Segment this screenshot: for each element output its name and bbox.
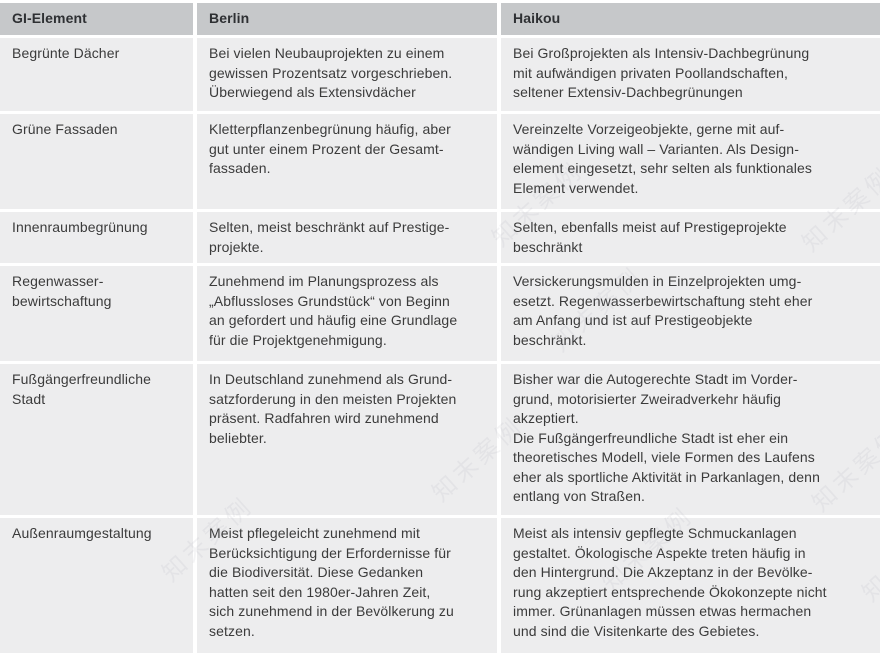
haikou-cell: Bisher war die Autogerechte Stadt im Vor… [501,364,880,515]
berlin-cell: Zunehmend im Planungsprozess als „Abflus… [197,266,497,361]
row-label-cell: Außenraumgestaltung [0,518,193,653]
column-header-haikou: Haikou [501,3,880,35]
haikou-cell: Versickerungsmulden in Einzelprojekten u… [501,266,880,361]
row-label-cell: Regenwasser- bewirtschaftung [0,266,193,361]
row-label-cell: Grüne Fassaden [0,114,193,209]
berlin-cell: Meist pflegeleicht zunehmend mit Berücks… [197,518,497,653]
haikou-cell: Vereinzelte Vorzeigeobjekte, gerne mit a… [501,114,880,209]
haikou-cell: Selten, ebenfalls meist auf Prestigeproj… [501,212,880,263]
berlin-cell: Selten, meist beschränkt auf Prestige- p… [197,212,497,263]
column-header-gi-element: GI-Element [0,3,193,35]
row-label-cell: Begrünte Dächer [0,38,193,111]
column-header-berlin: Berlin [197,3,497,35]
haikou-cell: Meist als intensiv gepflegte Schmuckanla… [501,518,880,653]
berlin-cell: Kletterpflanzenbegrünung häufig, aber gu… [197,114,497,209]
row-label-cell: Innenraumbegrünung [0,212,193,263]
berlin-cell: In Deutschland zunehmend als Grund- satz… [197,364,497,515]
row-label-cell: Fußgängerfreundliche Stadt [0,364,193,515]
haikou-cell: Bei Großprojekten als Intensiv-Dachbegrü… [501,38,880,111]
berlin-cell: Bei vielen Neubauprojekten zu einem gewi… [197,38,497,111]
